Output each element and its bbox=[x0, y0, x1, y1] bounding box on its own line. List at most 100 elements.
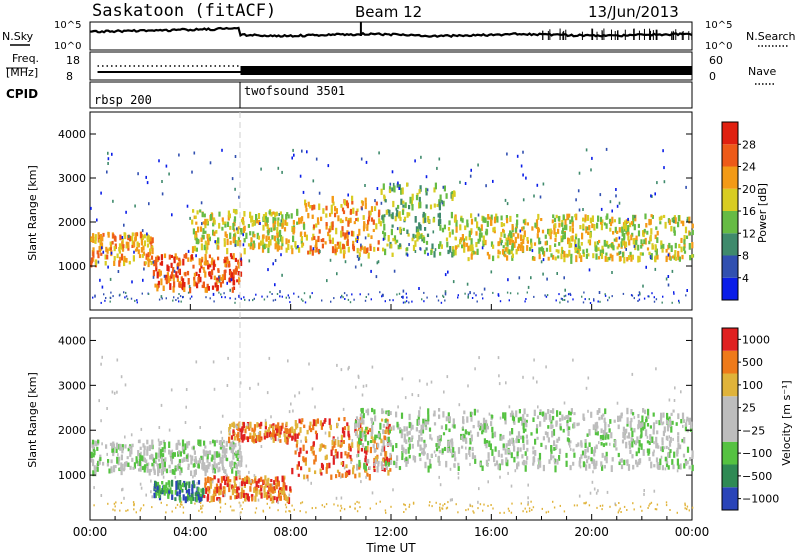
echo-cell bbox=[607, 245, 610, 249]
echo-cell bbox=[171, 494, 174, 500]
echo-cell bbox=[203, 462, 206, 467]
near-range-cell bbox=[221, 296, 223, 299]
echo-cell bbox=[252, 220, 256, 226]
noise-cell bbox=[217, 498, 220, 502]
near-range-cell bbox=[356, 500, 358, 503]
noise-cell bbox=[404, 396, 407, 400]
echo-cell bbox=[176, 480, 179, 484]
echo-cell bbox=[627, 220, 630, 224]
echo-cell bbox=[511, 224, 514, 231]
echo-cell bbox=[254, 478, 257, 484]
echo-cell bbox=[674, 250, 677, 257]
echo-cell bbox=[187, 463, 190, 468]
noise-cell bbox=[364, 236, 367, 240]
near-range-cell bbox=[109, 297, 112, 299]
noise-cell bbox=[277, 501, 279, 505]
near-range-cell bbox=[92, 296, 94, 299]
echo-cell bbox=[132, 255, 135, 262]
echo-cell bbox=[207, 239, 210, 246]
echo-cell bbox=[377, 240, 380, 245]
echo-cell bbox=[325, 222, 328, 227]
beam-title: Beam 12 bbox=[355, 3, 422, 21]
echo-cell bbox=[235, 495, 238, 499]
echo-cell bbox=[627, 228, 630, 235]
echo-cell bbox=[445, 424, 448, 431]
echo-cell bbox=[143, 464, 147, 470]
echo-cell bbox=[466, 416, 469, 423]
echo-cell bbox=[230, 462, 233, 469]
echo-cell bbox=[537, 464, 540, 470]
noise-cell bbox=[518, 276, 521, 280]
echo-cell bbox=[393, 235, 397, 241]
echo-cell bbox=[566, 213, 569, 221]
noise-cell bbox=[633, 244, 636, 248]
echo-cell bbox=[249, 422, 252, 428]
echo-cell bbox=[232, 223, 235, 230]
echo-cell bbox=[193, 463, 196, 468]
echo-cell bbox=[623, 228, 626, 232]
noise-cell bbox=[587, 409, 589, 413]
echo-cell bbox=[208, 487, 211, 494]
echo-cell bbox=[320, 472, 323, 476]
noise-cell bbox=[569, 447, 572, 451]
colorbar-tick-label: 25 bbox=[742, 402, 756, 415]
echo-cell bbox=[197, 480, 201, 485]
echo-cell bbox=[431, 243, 434, 250]
noise-cell bbox=[196, 481, 198, 485]
echo-cell bbox=[184, 483, 188, 490]
echo-cell bbox=[304, 436, 307, 441]
echo-cell bbox=[359, 440, 362, 445]
echo-cell bbox=[311, 237, 314, 241]
echo-cell bbox=[218, 222, 221, 229]
echo-cell bbox=[498, 463, 501, 471]
echo-cell bbox=[604, 421, 607, 426]
echo-cell bbox=[336, 241, 339, 246]
noise-cell bbox=[598, 441, 600, 445]
echo-cell bbox=[206, 496, 209, 502]
echo-cell bbox=[238, 492, 241, 499]
echo-cell bbox=[511, 414, 515, 421]
echo-cell bbox=[366, 458, 369, 464]
near-range-cell bbox=[482, 509, 484, 512]
echo-cell bbox=[274, 476, 277, 482]
echo-cell bbox=[416, 232, 419, 238]
echo-cell bbox=[361, 443, 364, 448]
echo-cell bbox=[196, 210, 199, 215]
echo-cell bbox=[511, 428, 514, 435]
noise-cell bbox=[441, 199, 443, 203]
echo-cell bbox=[204, 482, 207, 488]
echo-cell bbox=[677, 464, 680, 470]
echo-cell bbox=[355, 210, 358, 216]
noise-cell bbox=[545, 365, 547, 369]
echo-cell bbox=[673, 451, 676, 458]
noise-cell bbox=[374, 199, 376, 203]
echo-cell bbox=[605, 243, 608, 247]
near-range-cell bbox=[508, 299, 510, 302]
echo-cell bbox=[552, 455, 555, 459]
echo-cell bbox=[373, 438, 376, 444]
near-range-cell bbox=[303, 292, 306, 295]
echo-cell bbox=[568, 241, 571, 249]
echo-cell bbox=[255, 493, 258, 497]
echo-cell bbox=[294, 433, 297, 440]
echo-cell bbox=[181, 488, 184, 493]
noise-cell bbox=[221, 436, 224, 440]
echo-cell bbox=[641, 243, 644, 247]
near-range-cell bbox=[436, 295, 438, 298]
near-range-cell bbox=[323, 505, 326, 508]
echo-cell bbox=[145, 253, 148, 260]
echo-cell bbox=[418, 202, 421, 209]
echo-cell bbox=[673, 254, 676, 260]
echo-cell bbox=[524, 428, 527, 432]
echo-cell bbox=[395, 213, 398, 217]
echo-cell bbox=[624, 225, 628, 232]
echo-cell bbox=[201, 462, 204, 470]
colorbar-tick-label: 16 bbox=[742, 205, 756, 218]
echo-cell bbox=[559, 417, 562, 422]
near-range-cell bbox=[198, 509, 200, 512]
echo-cell bbox=[176, 275, 179, 279]
echo-cell bbox=[579, 225, 582, 230]
echo-cell bbox=[299, 427, 302, 433]
echo-cell bbox=[686, 446, 690, 453]
noise-cell bbox=[522, 173, 524, 177]
